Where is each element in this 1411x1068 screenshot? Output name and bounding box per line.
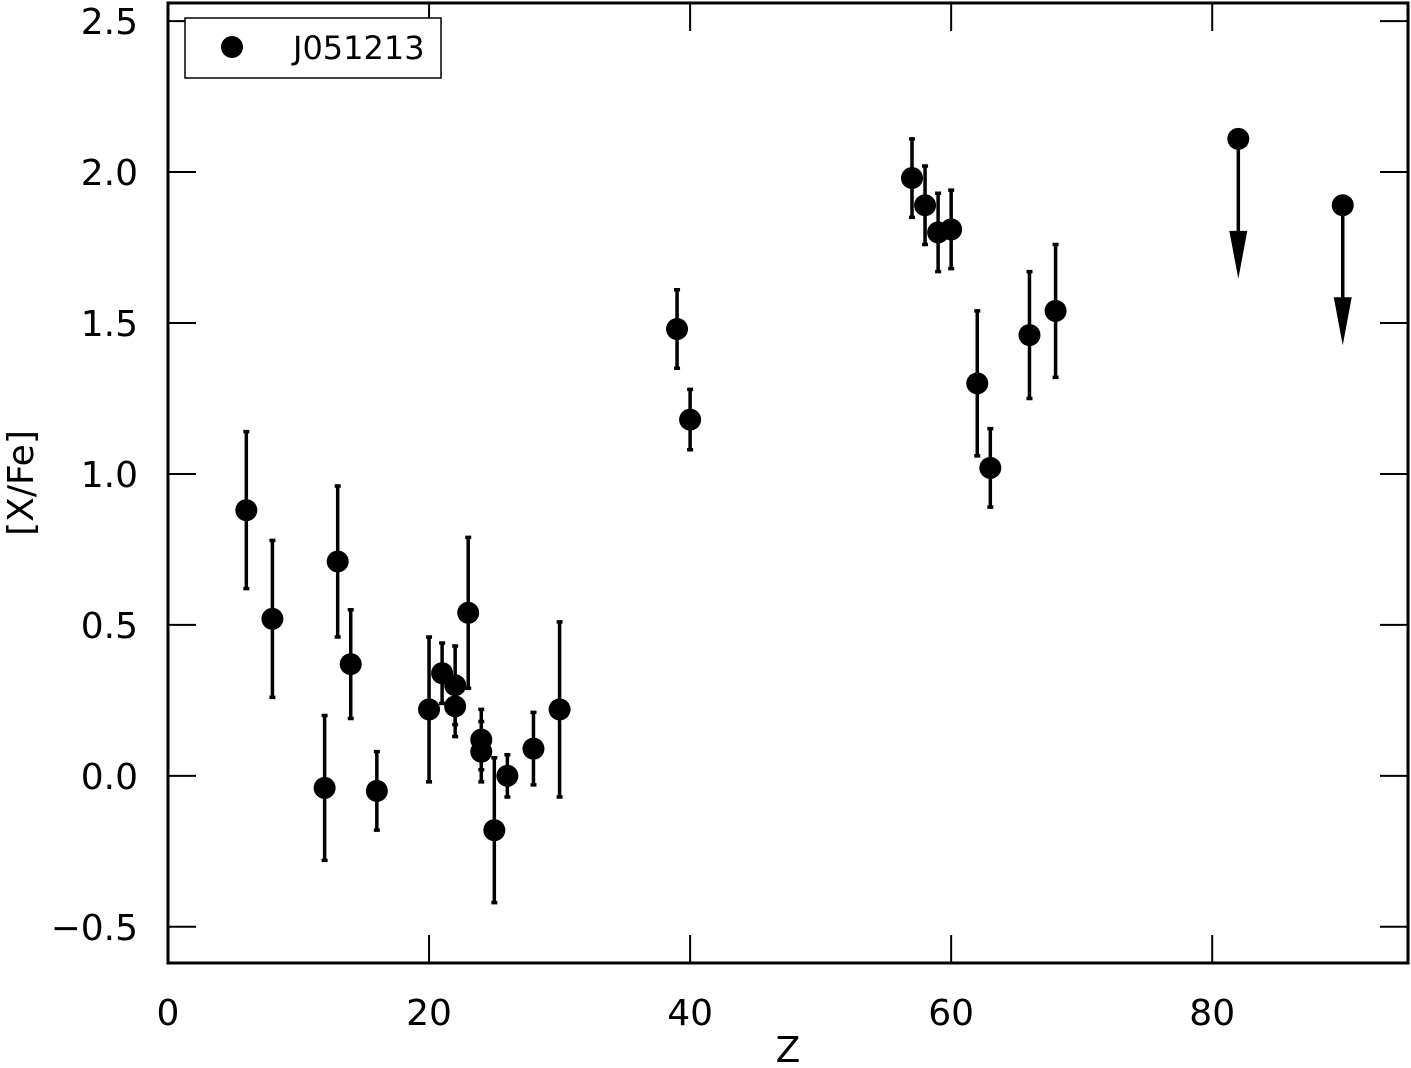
y-tick-label: 0.0 [81, 757, 138, 798]
data-point [914, 194, 937, 217]
x-tick-label: 40 [667, 993, 713, 1034]
data-point [326, 550, 349, 573]
data-point [235, 499, 258, 522]
upper-limit-arrowhead [1333, 297, 1352, 346]
data-point [496, 764, 519, 787]
y-tick-label: 1.5 [81, 304, 138, 345]
y-tick-label: 2.5 [81, 2, 138, 43]
data-point [1331, 194, 1354, 217]
data-point [365, 779, 388, 802]
data-point [940, 218, 963, 241]
data-point [418, 698, 441, 721]
data-point [444, 695, 467, 718]
x-tick-label: 80 [1189, 993, 1235, 1034]
data-point [901, 167, 923, 190]
data-point [483, 819, 506, 842]
data-point [1227, 127, 1250, 150]
y-axis-label: [X/Fe] [1, 430, 42, 536]
data-point [470, 740, 493, 763]
data-point [966, 372, 989, 395]
data-point [1044, 299, 1067, 322]
plot-frame [166, 1, 1410, 965]
x-axis-label: Z [776, 1030, 801, 1064]
data-point [679, 408, 702, 431]
legend-marker [221, 36, 243, 58]
x-tick-label: 0 [157, 993, 180, 1034]
data-point [666, 318, 689, 341]
data-point [979, 456, 1002, 479]
data-point [548, 698, 571, 721]
y-tick-label: −0.5 [51, 908, 138, 949]
legend-label: J051213 [291, 29, 425, 67]
data-point [1018, 324, 1041, 347]
upper-limit-arrowhead [1229, 230, 1248, 279]
data-point [339, 653, 362, 676]
y-tick-label: 1.0 [81, 455, 138, 496]
data-point [313, 776, 336, 799]
data-point [522, 737, 545, 760]
x-tick-label: 20 [406, 993, 452, 1034]
data-point [457, 601, 480, 624]
y-tick-label: 2.0 [81, 153, 138, 194]
y-tick-label: 0.5 [81, 606, 138, 647]
x-tick-label: 60 [928, 993, 974, 1034]
data-point [261, 607, 284, 630]
